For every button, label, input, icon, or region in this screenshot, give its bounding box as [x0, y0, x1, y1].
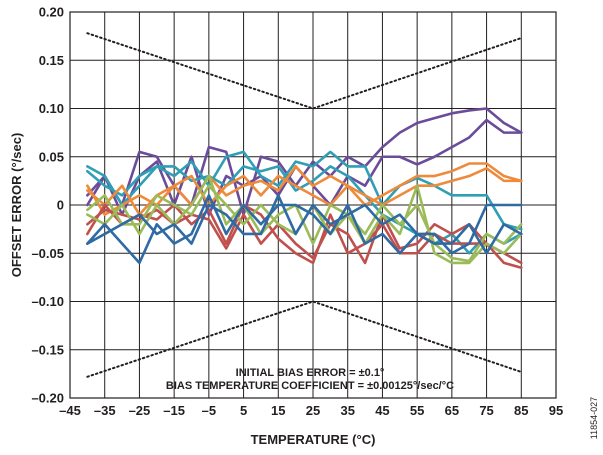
series-line: [86, 208, 523, 270]
x-tick-label: –5: [202, 403, 216, 418]
x-tick-label: 95: [549, 403, 563, 418]
y-tick-label: –0.05: [31, 246, 64, 261]
y-tick-label: –0.10: [31, 294, 64, 309]
series-line: [86, 174, 523, 263]
series-line: [86, 162, 523, 216]
y-tick-label: 0.05: [39, 149, 64, 164]
series-line: [86, 150, 523, 231]
limit-lines: [86, 32, 523, 378]
x-tick-label: –25: [129, 403, 151, 418]
series-line: [86, 194, 523, 265]
y-tick-labels: –0.20 –0.15 –0.10 –0.05 0 0.05 0.10 0.15 0.20: [31, 5, 64, 406]
x-tick-label: 85: [514, 403, 528, 418]
x-tick-label: 45: [375, 403, 389, 418]
series-line: [86, 194, 523, 255]
y-tick-label: 0.15: [39, 53, 64, 68]
annotation-bias-tempco: BIAS TEMPERATURE COEFFICIENT = ±0.00125°…: [166, 380, 454, 392]
x-tick-label: 55: [410, 403, 424, 418]
x-tick-label: 25: [306, 403, 320, 418]
x-tick-label: –15: [163, 403, 185, 418]
limit-line: [86, 32, 523, 110]
y-tick-label: 0: [57, 198, 64, 213]
annotation-initial-bias: INITIAL BIAS ERROR = ±0.1°: [236, 367, 385, 379]
x-tick-label: 35: [340, 403, 354, 418]
x-tick-label: 5: [240, 403, 247, 418]
series-line: [86, 165, 523, 255]
y-tick-label: –0.20: [31, 391, 64, 406]
y-tick-label: 0.20: [39, 5, 64, 20]
y-tick-label: 0.10: [39, 101, 64, 116]
x-tick-label: –45: [59, 403, 81, 418]
y-tick-label: –0.15: [31, 342, 64, 357]
x-tick-label: 15: [271, 403, 285, 418]
x-tick-label: 65: [445, 403, 459, 418]
x-tick-label: 75: [479, 403, 493, 418]
x-axis-title: TEMPERATURE (°C): [251, 432, 376, 447]
series-line: [86, 203, 523, 265]
series-line: [86, 107, 523, 216]
x-tick-label: –35: [94, 403, 116, 418]
figure-id: 11854-027: [589, 397, 599, 439]
series-line: [86, 167, 523, 216]
x-tick-labels: –45 –35 –25 –15 –5 5 15 25 35 45 55 65 75 85 95: [59, 403, 563, 418]
y-axis-title: OFFSET ERROR (°/sec): [9, 133, 24, 278]
series-group: [86, 107, 523, 270]
limit-line: [86, 300, 523, 378]
plot-frame: [69, 11, 557, 399]
